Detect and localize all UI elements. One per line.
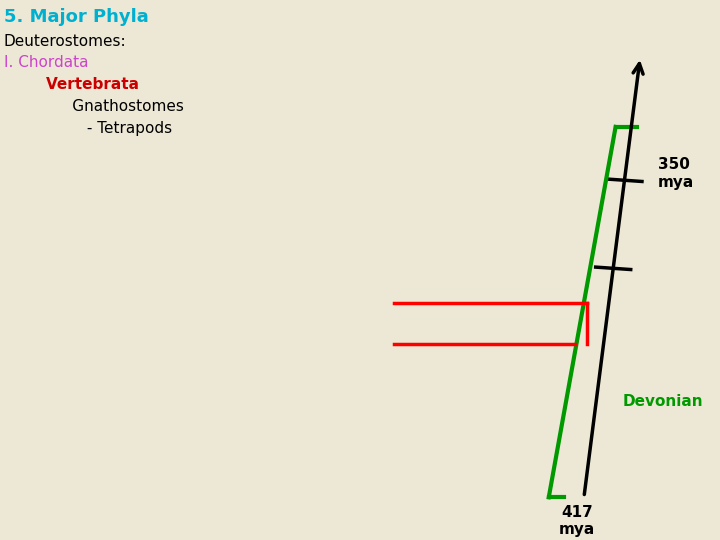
Text: I. Chordata: I. Chordata: [4, 56, 88, 70]
Text: 417
mya: 417 mya: [559, 505, 595, 537]
Text: 5. Major Phyla: 5. Major Phyla: [4, 8, 148, 26]
Text: Devonian: Devonian: [623, 394, 703, 409]
Text: 350
mya: 350 mya: [658, 157, 694, 190]
Text: Vertebrata: Vertebrata: [4, 77, 138, 92]
Text: Gnathostomes: Gnathostomes: [4, 99, 184, 114]
Text: Deuterostomes:: Deuterostomes:: [4, 33, 126, 49]
Text: - Tetrapods: - Tetrapods: [4, 121, 171, 136]
